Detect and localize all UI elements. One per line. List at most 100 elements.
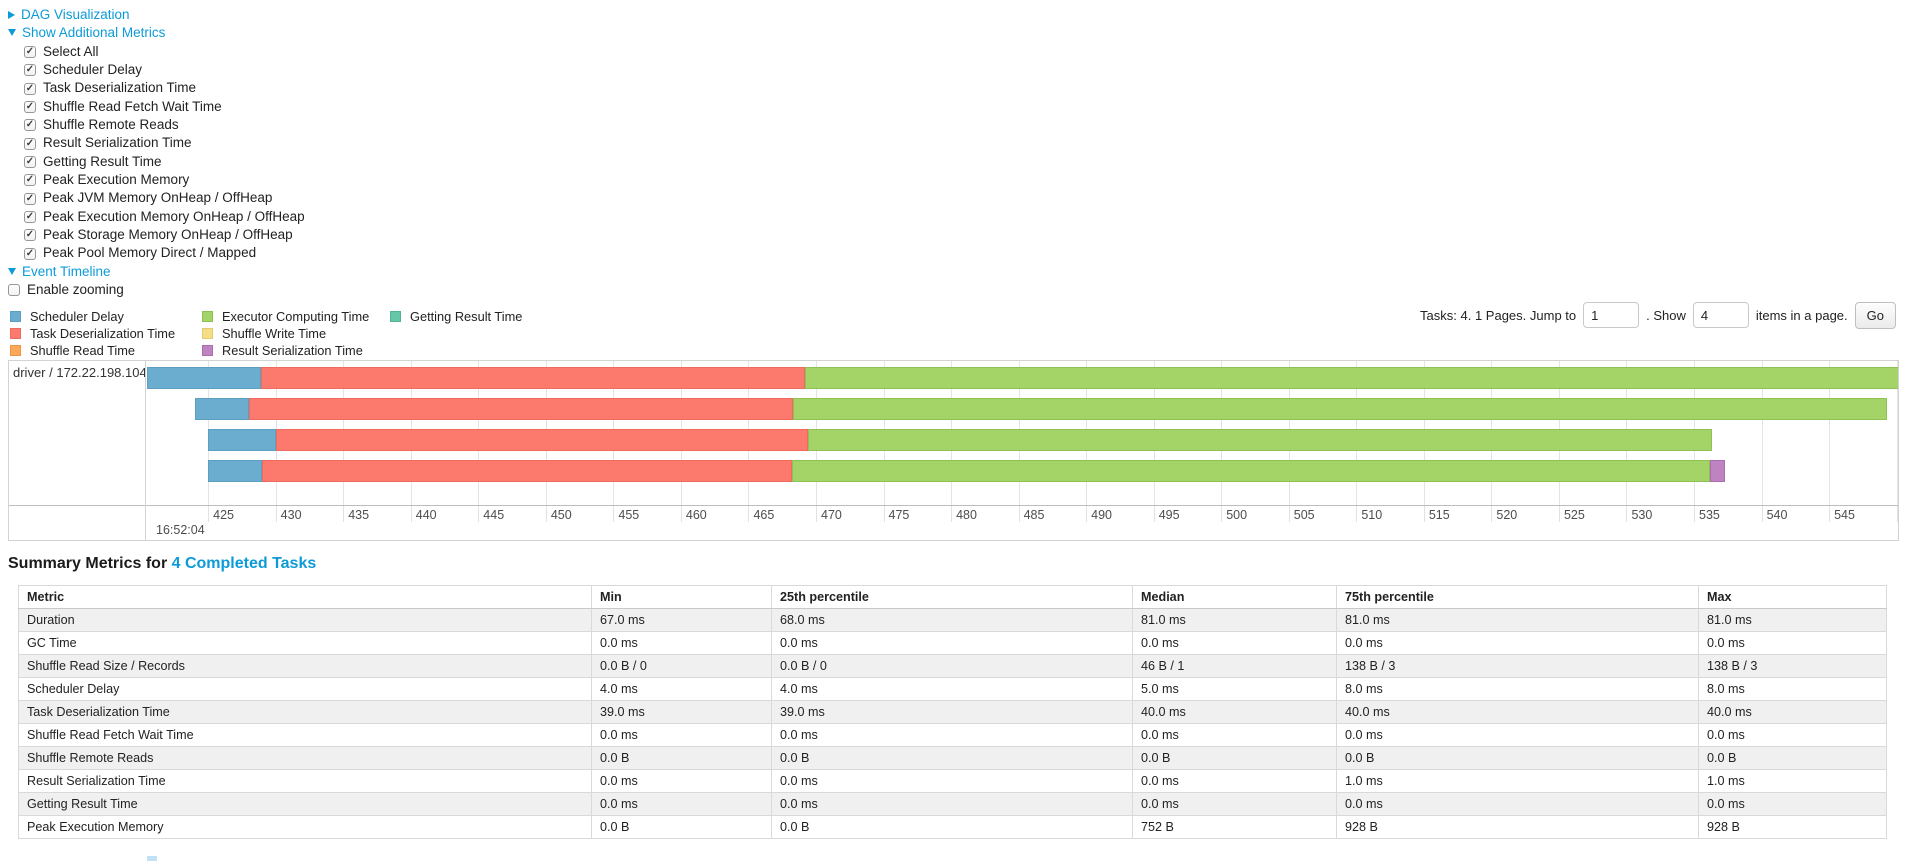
enable-zooming-row: Enable zooming	[8, 281, 1907, 299]
axis-tick	[1626, 505, 1628, 522]
col-header-25th-percentile: 25th percentile	[771, 584, 1133, 609]
executor-computing-segment	[807, 428, 1712, 451]
checkbox-peak-pool-memory-direct-mapped[interactable]: ✓	[24, 247, 36, 260]
table-row-task-deserialization-time: Task Deserialization Time 39.0 ms 39.0 ms 4…	[18, 699, 1887, 724]
metric-value-cell: 0.0 ms	[591, 791, 772, 816]
event-timeline-toggle[interactable]: Event Timeline	[8, 263, 1907, 281]
checkbox-label: Getting Result Time	[43, 153, 162, 169]
executor-computing-legend-swatch	[202, 310, 213, 322]
go-button[interactable]: Go	[1854, 301, 1896, 329]
axis-tick-label: 495	[1158, 507, 1180, 522]
executor-computing-segment	[805, 366, 1898, 389]
enable-zooming-checkbox[interactable]	[8, 284, 20, 297]
metric-value-cell: 138 B / 3	[1336, 653, 1699, 678]
table-header-row: Metric Min 25th percentile Median 75th perce…	[18, 584, 1887, 609]
metric-value-cell: 0.0 ms	[771, 791, 1133, 816]
axis-tick	[478, 505, 480, 522]
metric-value-cell: 68.0 ms	[771, 607, 1133, 632]
axis-tick-label: 510	[1361, 507, 1383, 522]
metric-value-cell: 40.0 ms	[1698, 699, 1887, 724]
event-timeline-label: Event Timeline	[22, 263, 111, 279]
timeline-group-column: driver / 172.22.198.104	[9, 360, 146, 540]
metric-value-cell: 46 B / 1	[1132, 653, 1337, 678]
axis-tick	[1221, 505, 1223, 522]
timeline-legend: Scheduler Delay Task Deserialization Time…	[10, 308, 1907, 360]
metric-checkbox-row: ✓ Peak Pool Memory Direct / Mapped	[24, 244, 1907, 262]
checkbox-label: Task Deserialization Time	[43, 80, 197, 96]
completed-tasks-link[interactable]: 4 Completed Tasks	[171, 554, 317, 572]
checkbox-peak-storage-memory-onheap-offheap[interactable]: ✓	[24, 229, 36, 242]
checkbox-label: Shuffle Remote Reads	[43, 117, 179, 133]
task-bar[interactable]	[146, 397, 1898, 420]
timeline-axis-inner: 16:52:04 425 430 435 440 445 450 455 460 465 470 4…	[146, 505, 1898, 540]
checkbox-getting-result-time[interactable]: ✓	[24, 155, 36, 168]
axis-major-time-label: 16:52:04	[156, 522, 205, 537]
jump-to-page-input[interactable]	[1583, 302, 1640, 328]
collapsed-arrow-icon	[8, 11, 15, 20]
table-row-getting-result-time: Getting Result Time 0.0 ms 0.0 ms 0.0 ms 0.0…	[18, 791, 1887, 816]
summary-metrics-title-text: Summary Metrics for	[8, 554, 172, 572]
checkbox-shuffle-read-fetch-wait-time[interactable]: ✓	[24, 100, 36, 113]
metric-value-cell: 39.0 ms	[591, 699, 772, 724]
checkbox-peak-execution-memory[interactable]: ✓	[24, 174, 36, 187]
checkbox-peak-execution-memory-onheap-offheap[interactable]: ✓	[24, 210, 36, 223]
checkbox-result-serialization-time[interactable]: ✓	[24, 137, 36, 150]
scheduler-delay-segment	[208, 428, 276, 451]
legend-column: Executor Computing Time Shuffle Write Tim…	[202, 308, 390, 360]
axis-tick-label: 535	[1699, 507, 1720, 522]
axis-tick	[1694, 505, 1696, 522]
task-bar[interactable]	[146, 428, 1898, 451]
legend-item-shuffle-read-time: Shuffle Read Time	[10, 342, 202, 359]
enable-zooming-label: Enable zooming	[27, 282, 124, 298]
shuffle-write-legend-swatch	[202, 328, 213, 340]
event-timeline-chart: driver / 172.22.198.104 16:52:04 425 430 4…	[8, 359, 1899, 541]
metric-value-cell: 8.0 ms	[1698, 676, 1887, 701]
metric-checkbox-row: ✓ Shuffle Remote Reads	[24, 116, 1907, 134]
table-row-shuffle-read-size-records: Shuffle Read Size / Records 0.0 B / 0 0.0 …	[18, 653, 1887, 678]
task-deserialization-segment	[260, 366, 806, 389]
axis-tick-label: 540	[1766, 507, 1788, 522]
legend-item-shuffle-write-time: Shuffle Write Time	[202, 325, 390, 342]
metric-value-cell: 0.0 ms	[1132, 722, 1337, 747]
table-row-shuffle-remote-reads: Shuffle Remote Reads 0.0 B 0.0 B 0.0 B 0.0 B…	[18, 745, 1887, 770]
table-row-duration: Duration 67.0 ms 68.0 ms 81.0 ms 81.0 ms 81.0…	[18, 607, 1887, 632]
metric-name-cell: Shuffle Remote Reads	[18, 745, 592, 770]
show-additional-metrics-toggle[interactable]: Show Additional Metrics	[8, 24, 1907, 42]
metric-checkbox-row: ✓ Peak Execution Memory OnHeap / OffHeap	[24, 208, 1907, 226]
legend-label: Getting Result Time	[410, 308, 523, 324]
metric-value-cell: 81.0 ms	[1698, 607, 1887, 632]
metric-value-cell: 0.0 ms	[1132, 630, 1337, 655]
metric-name-cell: Duration	[18, 607, 592, 632]
col-header-median: Median	[1132, 584, 1337, 609]
task-deserialization-legend-swatch	[10, 328, 21, 340]
checkbox-peak-jvm-memory-onheap-offheap[interactable]: ✓	[24, 192, 36, 205]
axis-tick-label: 485	[1023, 507, 1045, 522]
dag-visualization-toggle[interactable]: DAG Visualization	[8, 6, 1907, 24]
metric-value-cell: 0.0 ms	[591, 722, 772, 747]
legend-label: Scheduler Delay	[30, 308, 124, 324]
getting-result-legend-swatch	[390, 310, 401, 322]
checkbox-task-deserialization-time[interactable]: ✓	[24, 82, 36, 95]
metric-value-cell: 81.0 ms	[1132, 607, 1337, 632]
legend-item-executor-computing-time: Executor Computing Time	[202, 308, 390, 325]
checkbox-scheduler-delay[interactable]: ✓	[24, 64, 36, 77]
metric-value-cell: 40.0 ms	[1132, 699, 1337, 724]
show-additional-metrics-label: Show Additional Metrics	[22, 25, 166, 41]
checkbox-shuffle-remote-reads[interactable]: ✓	[24, 119, 36, 132]
metric-checkbox-row: ✓ Getting Result Time	[24, 153, 1907, 171]
executor-computing-segment	[793, 397, 1888, 420]
task-bar[interactable]	[146, 459, 1898, 482]
axis-tick-label: 445	[483, 507, 505, 522]
metric-value-cell: 0.0 ms	[771, 768, 1133, 793]
table-body: Duration 67.0 ms 68.0 ms 81.0 ms 81.0 ms 81.0…	[18, 607, 1887, 839]
clipped-content-fragment	[147, 856, 157, 861]
axis-tick-label: 515	[1428, 507, 1450, 522]
task-bar[interactable]	[146, 366, 1898, 389]
legend-item-result-serialization-time: Result Serialization Time	[202, 342, 390, 359]
task-deserialization-segment	[248, 397, 794, 420]
checkbox-select-all[interactable]: ✓	[24, 45, 36, 58]
items-per-page-input[interactable]	[1692, 302, 1749, 328]
legend-column: Scheduler Delay Task Deserialization Time…	[10, 308, 202, 360]
metric-checkbox-row: ✓ Task Deserialization Time	[24, 79, 1907, 97]
dag-visualization-label: DAG Visualization	[21, 7, 130, 22]
